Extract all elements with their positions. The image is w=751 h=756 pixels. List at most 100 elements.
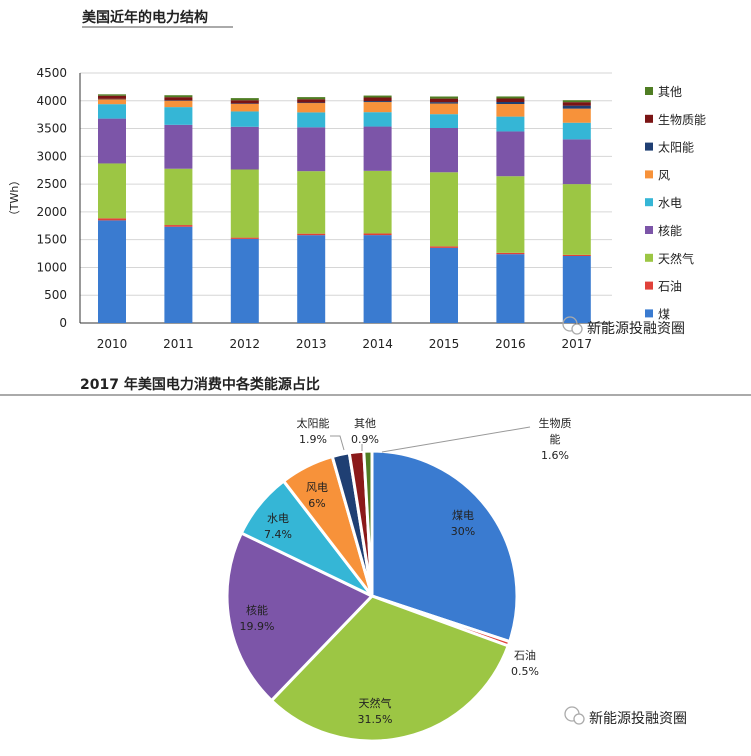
legend-label: 石油 xyxy=(658,280,682,294)
bar-stack-2010 xyxy=(98,94,126,323)
pie-label-name: 生物质 xyxy=(539,416,572,430)
legend-swatch xyxy=(645,142,653,151)
bar-segment xyxy=(297,97,326,100)
bar-segment xyxy=(562,139,591,185)
pie-label-其他: 其他 0.9% xyxy=(351,417,379,446)
pie-label-name: 煤电 xyxy=(452,509,474,522)
bar-segment xyxy=(430,98,458,103)
bar-stack-2013 xyxy=(297,97,326,323)
pie-label-name: 水电 xyxy=(267,512,289,525)
pie-label-生物质能: 生物质能 1.6% xyxy=(539,416,572,462)
bar-segment xyxy=(297,127,326,172)
bar-segment xyxy=(363,101,392,103)
x-tick-label: 2010 xyxy=(97,337,128,351)
bar-segment xyxy=(363,102,392,113)
bar-segment xyxy=(164,107,193,125)
legend-swatch xyxy=(645,198,653,207)
bar-segment xyxy=(562,254,591,256)
legend-label: 风 xyxy=(658,168,670,182)
y-tick-label: 0 xyxy=(59,316,67,330)
bar-segment xyxy=(363,95,392,98)
bar-segment xyxy=(297,102,326,104)
bar-segment xyxy=(297,103,326,113)
pie-label-value: 1.6% xyxy=(541,449,569,462)
y-axis-label: （TWh） xyxy=(8,175,21,222)
pie-label-value: 1.9% xyxy=(299,433,327,446)
bar-segment xyxy=(430,103,458,115)
bar-segment xyxy=(164,124,193,169)
bar-stack-2014 xyxy=(363,95,392,323)
bar-segment xyxy=(164,95,193,98)
legend-label: 其他 xyxy=(658,85,682,99)
pie-label-天然气: 天然气 31.5% xyxy=(358,696,393,726)
bar-segment xyxy=(230,111,259,127)
legend-label: 生物质能 xyxy=(658,113,706,127)
bar-segment xyxy=(430,247,458,323)
bar-segment xyxy=(230,126,259,170)
bar-segment xyxy=(496,176,525,253)
bar-segment xyxy=(562,256,591,323)
y-tick-label: 3000 xyxy=(36,149,67,163)
bar-segment xyxy=(98,98,126,100)
bar-segment xyxy=(230,103,259,112)
pie-label-name: 风电 xyxy=(306,481,328,494)
y-tick-label: 4500 xyxy=(36,66,67,80)
bar-segment xyxy=(98,98,126,105)
bar-stack-2015 xyxy=(430,96,458,323)
bar-segment xyxy=(562,122,591,140)
watermark-text: 新能源投融资圈 xyxy=(587,321,685,337)
bar-segment xyxy=(363,235,392,323)
bar-segment xyxy=(430,128,458,173)
y-tick-label: 1500 xyxy=(36,233,67,247)
legend-label: 水电 xyxy=(658,196,682,210)
pie-label-风电: 风电 6% xyxy=(306,481,328,510)
bar-segment xyxy=(562,105,591,109)
pie-slice xyxy=(362,449,374,598)
bar-segment xyxy=(164,100,193,101)
bar-segment xyxy=(98,220,126,323)
pie-label-value: 6% xyxy=(308,497,325,510)
legend-label: 太阳能 xyxy=(658,140,694,155)
bar-stack-2011 xyxy=(164,95,193,323)
pie-label-煤电: 煤电 30% xyxy=(451,509,475,538)
watermark: 新能源投融资圈 xyxy=(564,706,687,727)
bar-chart-title: 美国近年的电力结构 xyxy=(82,9,208,26)
pie-label-石油: 石油 0.5% xyxy=(511,648,539,678)
bar-segment xyxy=(430,96,458,99)
bar-segment xyxy=(363,126,392,171)
legend-swatch xyxy=(645,226,653,234)
legend-swatch xyxy=(645,309,653,318)
bar-segment xyxy=(98,218,126,221)
leader-line xyxy=(330,435,345,451)
bar-segment xyxy=(430,172,458,247)
bar-segment xyxy=(230,98,259,101)
bar-segment xyxy=(430,246,458,248)
bar-segment xyxy=(363,170,392,234)
legend-label: 天然气 xyxy=(658,251,694,266)
bar-segment xyxy=(496,102,525,104)
pie-label-核能: 核能 19.9% xyxy=(240,603,275,633)
x-tick-label: 2017 xyxy=(562,337,593,351)
bar-segment xyxy=(496,252,525,255)
x-tick-label: 2011 xyxy=(163,337,194,351)
bar-segment xyxy=(496,254,525,323)
y-tick-label: 2000 xyxy=(36,205,67,219)
bar-stack-2012 xyxy=(230,98,259,323)
bar-segment xyxy=(98,118,126,164)
leader-line xyxy=(381,426,531,453)
pie-label-水电: 水电 7.4% xyxy=(264,512,292,541)
pie xyxy=(225,449,519,743)
x-tick-label: 2013 xyxy=(296,337,327,351)
bar-segment xyxy=(430,114,458,128)
bar-segment xyxy=(98,104,126,119)
bar-segment xyxy=(562,108,591,123)
bar-segment xyxy=(496,96,525,99)
bar-segment xyxy=(164,97,193,101)
bar-segment xyxy=(363,97,392,102)
x-tick-label: 2014 xyxy=(362,337,393,351)
pie-slice xyxy=(370,449,519,644)
bar-segment xyxy=(164,226,193,323)
pie-label-name: 核能 xyxy=(246,603,268,617)
bar-segment xyxy=(562,184,591,255)
pie-label-name: 太阳能 xyxy=(297,416,330,430)
